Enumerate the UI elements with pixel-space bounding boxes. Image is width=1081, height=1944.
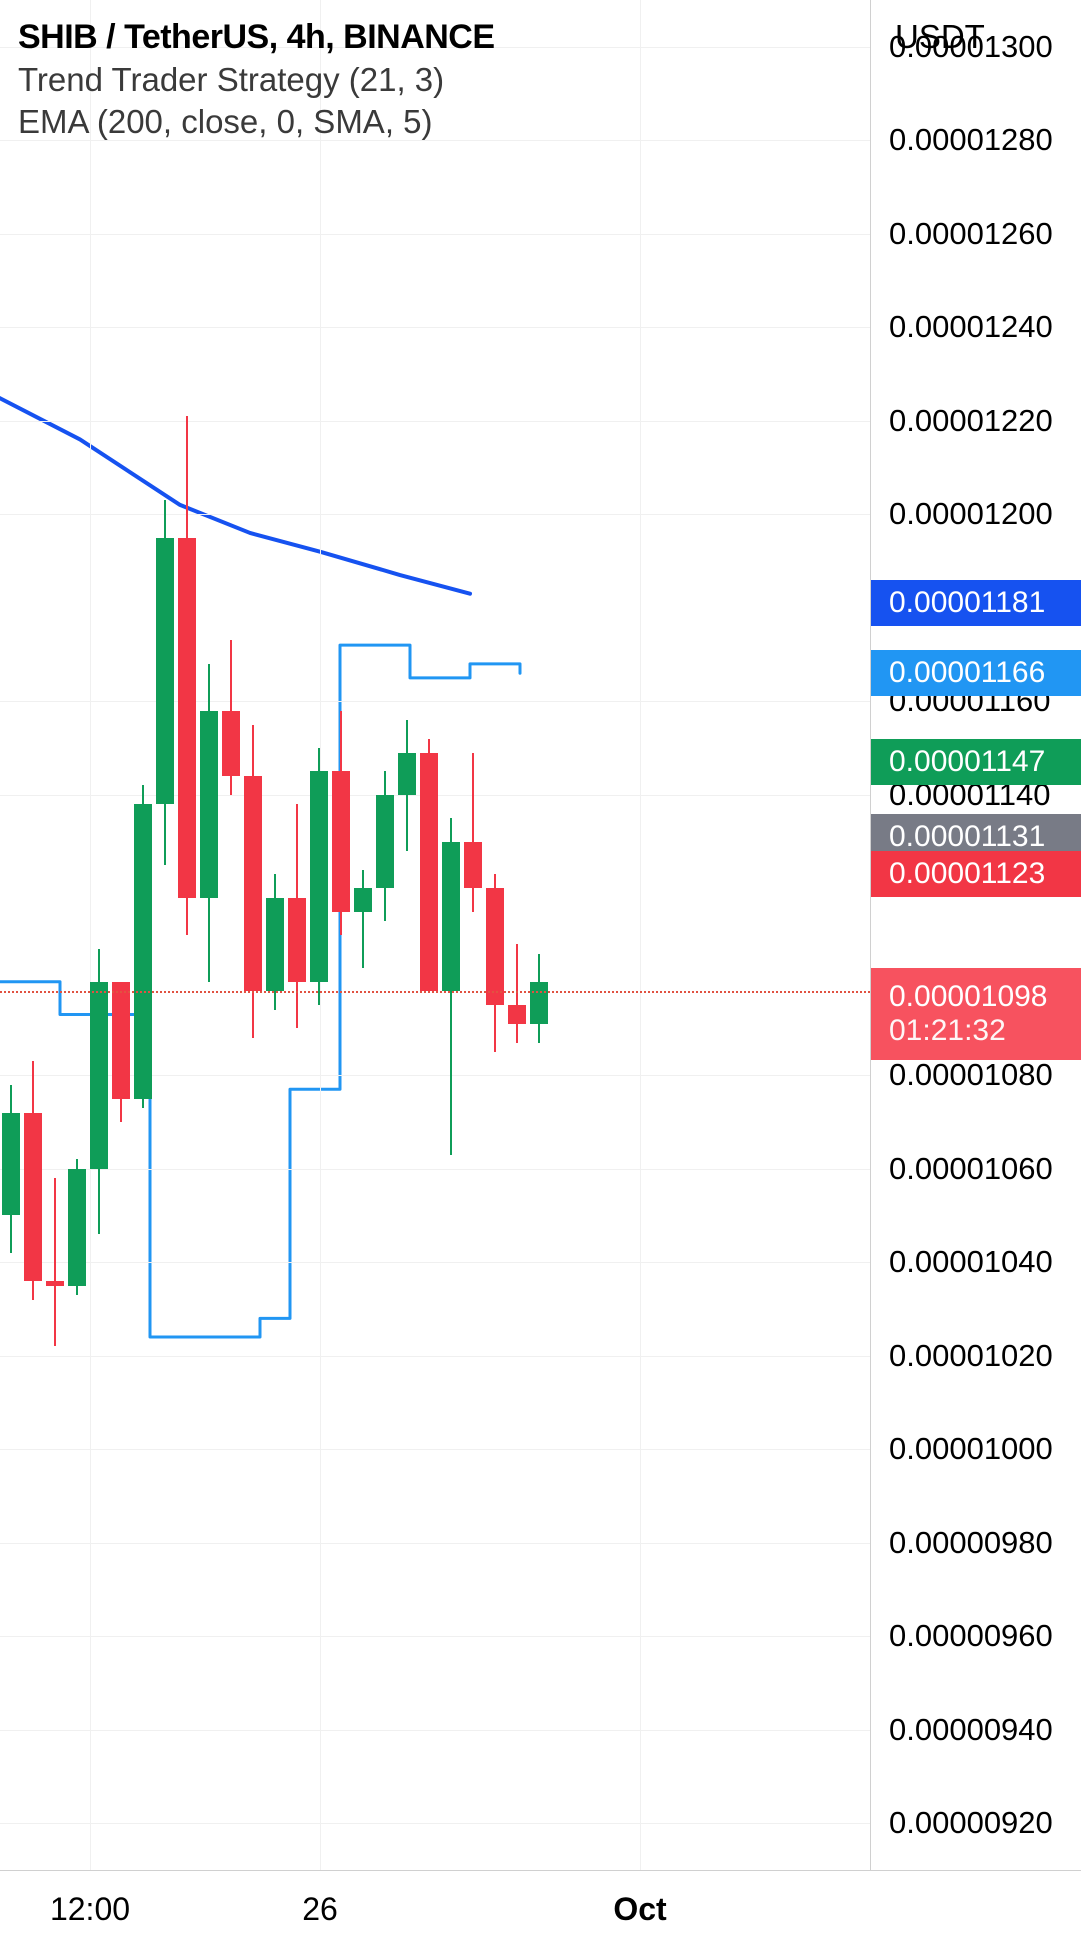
gridline-v [640, 0, 641, 1870]
gridline-h [0, 234, 870, 235]
price-tick: 0.00000920 [889, 1805, 1053, 1841]
current-price-line [0, 991, 870, 993]
price-tick: 0.00001300 [889, 29, 1053, 65]
indicator-line-1[interactable]: Trend Trader Strategy (21, 3) [18, 61, 495, 99]
price-tick: 0.00001000 [889, 1431, 1053, 1467]
chart-header: SHIB / TetherUS, 4h, BINANCE Trend Trade… [18, 18, 495, 141]
price-tick: 0.00001080 [889, 1057, 1053, 1093]
gridline-h [0, 1636, 870, 1637]
price-axis[interactable]: USDT 0.000013000.000012800.000012600.000… [870, 0, 1081, 1870]
price-tick: 0.00001220 [889, 403, 1053, 439]
price-badge[interactable]: 0.00001147 [871, 739, 1081, 785]
price-badge[interactable]: 0.00001181 [871, 580, 1081, 626]
gridline-h [0, 421, 870, 422]
price-tick: 0.00000960 [889, 1618, 1053, 1654]
gridline-h [0, 1449, 870, 1450]
price-tick: 0.00001240 [889, 309, 1053, 345]
gridline-h [0, 1823, 870, 1824]
gridline-h [0, 1543, 870, 1544]
gridline-h [0, 1262, 870, 1263]
price-tick: 0.00001200 [889, 496, 1053, 532]
gridline-h [0, 1169, 870, 1170]
price-badge[interactable]: 0.0000109801:21:32 [871, 968, 1081, 1060]
gridline-h [0, 327, 870, 328]
gridline-h [0, 1356, 870, 1357]
time-axis[interactable]: 12:00 26 Oct [0, 1870, 1081, 1944]
price-tick: 0.00001020 [889, 1338, 1053, 1374]
price-badge[interactable]: 0.00001123 [871, 851, 1081, 897]
chart-pane[interactable] [0, 0, 870, 1870]
time-tick: 26 [302, 1891, 338, 1928]
symbol-title[interactable]: SHIB / TetherUS, 4h, BINANCE [18, 18, 495, 57]
time-tick: Oct [613, 1891, 666, 1928]
time-tick: 12:00 [50, 1891, 130, 1928]
price-tick: 0.00001280 [889, 122, 1053, 158]
gridline-v [90, 0, 91, 1870]
gridline-h [0, 1730, 870, 1731]
price-badge[interactable]: 0.00001166 [871, 650, 1081, 696]
price-tick: 0.00000980 [889, 1525, 1053, 1561]
price-tick: 0.00001260 [889, 216, 1053, 252]
ema-line [0, 388, 470, 594]
indicator-line-2[interactable]: EMA (200, close, 0, SMA, 5) [18, 103, 495, 141]
price-tick: 0.00001040 [889, 1244, 1053, 1280]
price-tick: 0.00000940 [889, 1712, 1053, 1748]
price-tick: 0.00001060 [889, 1151, 1053, 1187]
gridline-h [0, 514, 870, 515]
gridline-h [0, 1075, 870, 1076]
countdown-timer: 01:21:32 [889, 1014, 1006, 1048]
gridline-h [0, 701, 870, 702]
